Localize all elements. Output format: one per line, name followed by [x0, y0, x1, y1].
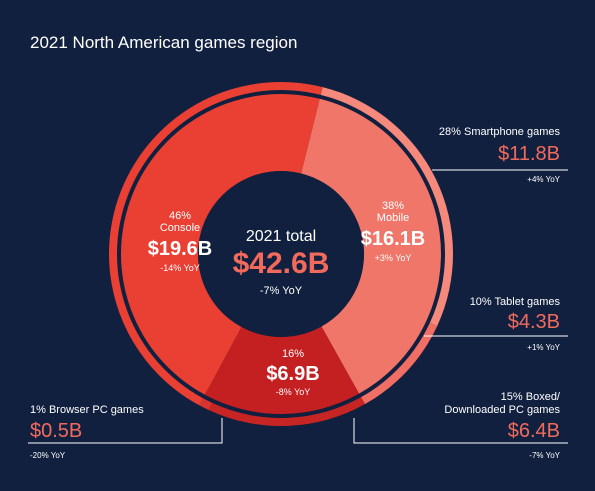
- smartphone-label: 28% Smartphone games: [439, 126, 561, 138]
- inner-donut: [121, 94, 442, 414]
- mobile-yoy: +3% YoY: [375, 253, 412, 263]
- browser-pc-yoy: -20% YoY: [30, 451, 66, 460]
- tablet-label: 10% Tablet games: [470, 296, 561, 308]
- browser-pc-label: 1% Browser PC games: [30, 404, 144, 416]
- inner-slice-mobile: [301, 98, 442, 394]
- pc-value: $6.9B: [266, 363, 319, 385]
- tablet-value: $4.3B: [508, 311, 560, 333]
- inner-slice-console: [121, 94, 320, 395]
- total-yoy: -7% YoY: [260, 285, 303, 297]
- boxed-pc-value: $6.4B: [508, 420, 560, 442]
- mobile-name: Mobile: [377, 212, 409, 224]
- boxed-pc-connector: [353, 418, 568, 444]
- pc-share: 16%: [282, 348, 304, 360]
- mobile-value: $16.1B: [361, 228, 426, 250]
- outer-arc-boxed-pc: [208, 397, 365, 426]
- mobile-share: 38%: [382, 200, 404, 212]
- boxed-pc-yoy: -7% YoY: [529, 451, 560, 460]
- smartphone-value: $11.8B: [498, 143, 560, 165]
- chart-title: 2021 North American games region: [30, 33, 297, 52]
- pc-yoy: -8% YoY: [276, 387, 311, 397]
- console-yoy: -14% YoY: [160, 263, 200, 273]
- center-hole: [198, 171, 364, 337]
- boxed-pc-label-line1: 15% Boxed/: [501, 391, 561, 403]
- outer-arc-smartphone: [320, 87, 454, 327]
- outer-arc-browser-pc: [199, 398, 213, 411]
- outer-arc-tablet: [361, 322, 438, 405]
- console-value: $19.6B: [148, 238, 213, 260]
- boxed-pc-label-line2: Downloaded PC games: [444, 404, 560, 416]
- console-share: 46%: [169, 210, 191, 222]
- console-name: Console: [160, 222, 200, 234]
- browser-pc-connector: [28, 418, 223, 444]
- total-value: $42.6B: [233, 247, 330, 280]
- total-label: 2021 total: [246, 228, 316, 245]
- connector-lines: [28, 169, 568, 444]
- browser-pc-value: $0.5B: [30, 420, 82, 442]
- smartphone-yoy: +4% YoY: [527, 175, 560, 184]
- outer-ring: [108, 81, 454, 426]
- tablet-yoy: +1% YoY: [527, 343, 560, 352]
- inner-slice-pc: [204, 326, 360, 414]
